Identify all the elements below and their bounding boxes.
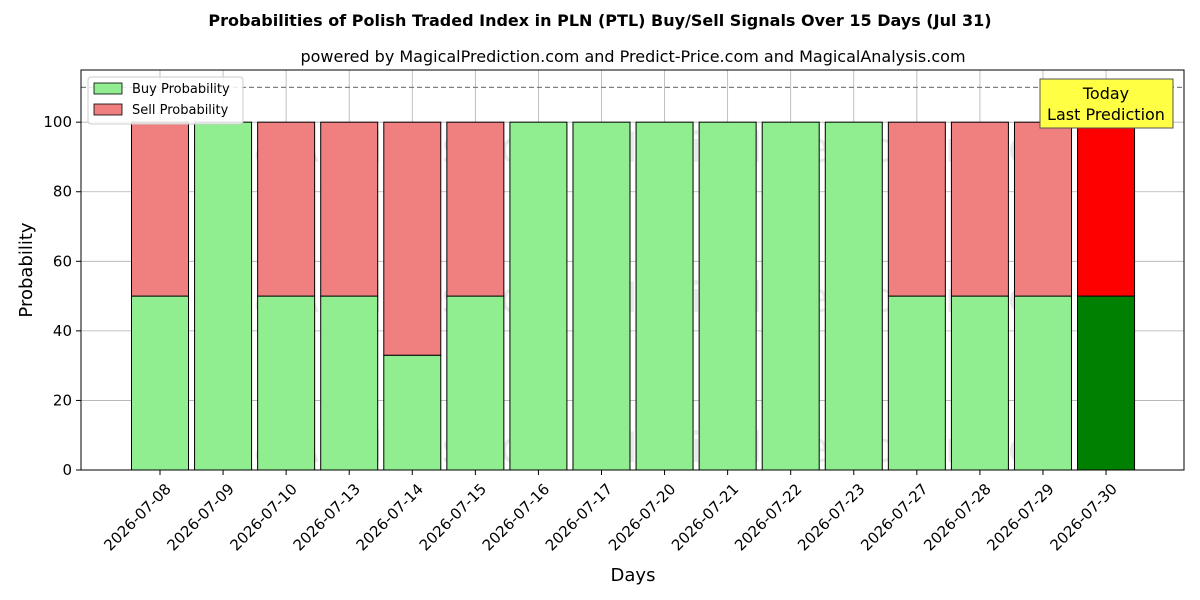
bar-sell-2026-07-30 — [1077, 121, 1136, 297]
x-tick-label: 2026-07-14 — [353, 480, 427, 554]
y-tick-label: 80 — [53, 183, 72, 201]
bars — [131, 121, 1136, 471]
bar-buy-2026-07-22 — [761, 121, 820, 471]
y-tick-label: 40 — [53, 322, 72, 340]
x-tick-label: 2026-07-30 — [1046, 480, 1120, 554]
bar-sell-2026-07-15 — [446, 121, 505, 297]
bar-sell-2026-07-13 — [320, 121, 379, 297]
x-axis-label: Days — [611, 565, 656, 586]
x-tick-label: 2026-07-20 — [605, 480, 679, 554]
bar-buy-2026-07-27 — [887, 295, 946, 471]
x-tick-label: 2026-07-09 — [163, 480, 237, 554]
bar-sell-2026-07-08 — [131, 121, 189, 297]
legend-swatch-sell — [93, 103, 123, 116]
legend-label-buy: Buy Probability — [132, 82, 230, 97]
x-tick-label: 2026-07-10 — [227, 480, 301, 554]
x-tick-label: 2026-07-22 — [731, 480, 805, 554]
bar-buy-2026-07-21 — [698, 121, 757, 471]
x-axis: 2026-07-082026-07-092026-07-102026-07-13… — [100, 470, 1121, 554]
bar-sell-2026-07-27 — [887, 121, 946, 297]
x-tick-label: 2026-07-17 — [542, 480, 616, 554]
bar-buy-2026-07-08 — [131, 295, 189, 471]
x-tick-label: 2026-07-28 — [920, 480, 994, 554]
x-tick-label: 2026-07-27 — [857, 480, 931, 554]
x-tick-label: 2026-07-08 — [100, 480, 174, 554]
today-annotation-line2: Last Prediction — [1047, 105, 1165, 124]
bar-buy-2026-07-13 — [320, 295, 379, 471]
bar-buy-2026-07-20 — [635, 121, 694, 471]
today-annotation-line1: Today — [1082, 84, 1129, 103]
today-annotation: Today Last Prediction — [1039, 78, 1174, 129]
bar-sell-2026-07-10 — [257, 121, 316, 297]
y-tick-label: 60 — [53, 252, 72, 270]
bar-sell-2026-07-14 — [383, 121, 442, 356]
bar-buy-2026-07-30 — [1077, 295, 1136, 471]
legend-label-sell: Sell Probability — [132, 103, 229, 118]
bar-buy-2026-07-09 — [194, 121, 253, 471]
bar-buy-2026-07-28 — [950, 295, 1009, 471]
legend-swatch-buy — [93, 82, 123, 95]
y-axis: 0 20 40 60 80 100 — [43, 113, 81, 479]
x-tick-label: 2026-07-29 — [983, 480, 1057, 554]
bar-buy-2026-07-16 — [509, 121, 568, 471]
y-tick-label: 100 — [43, 113, 72, 131]
legend: Buy Probability Sell Probability — [87, 76, 244, 125]
y-axis-label: Probability — [16, 222, 37, 317]
chart-title: Probabilities of Polish Traded Index in … — [208, 11, 991, 30]
today-annotation-box — [1039, 78, 1174, 129]
bar-buy-2026-07-10 — [257, 295, 316, 471]
bar-sell-2026-07-28 — [950, 121, 1009, 297]
bar-sell-2026-07-29 — [1013, 121, 1072, 297]
x-tick-label: 2026-07-13 — [290, 480, 364, 554]
chart-subtitle: powered by MagicalPrediction.com and Pre… — [300, 47, 965, 66]
bar-buy-2026-07-14 — [383, 354, 442, 471]
legend-box — [87, 76, 244, 125]
y-tick-label: 0 — [62, 461, 72, 479]
bar-buy-2026-07-17 — [572, 121, 631, 471]
bar-buy-2026-07-23 — [824, 121, 883, 471]
x-tick-label: 2026-07-16 — [479, 480, 553, 554]
plot-frame — [80, 69, 1185, 471]
x-tick-label: 2026-07-23 — [794, 480, 868, 554]
bar-buy-2026-07-29 — [1013, 295, 1072, 471]
x-tick-label: 2026-07-15 — [416, 480, 490, 554]
y-tick-label: 20 — [53, 391, 72, 409]
x-tick-label: 2026-07-21 — [668, 480, 742, 554]
bar-buy-2026-07-15 — [446, 295, 505, 471]
